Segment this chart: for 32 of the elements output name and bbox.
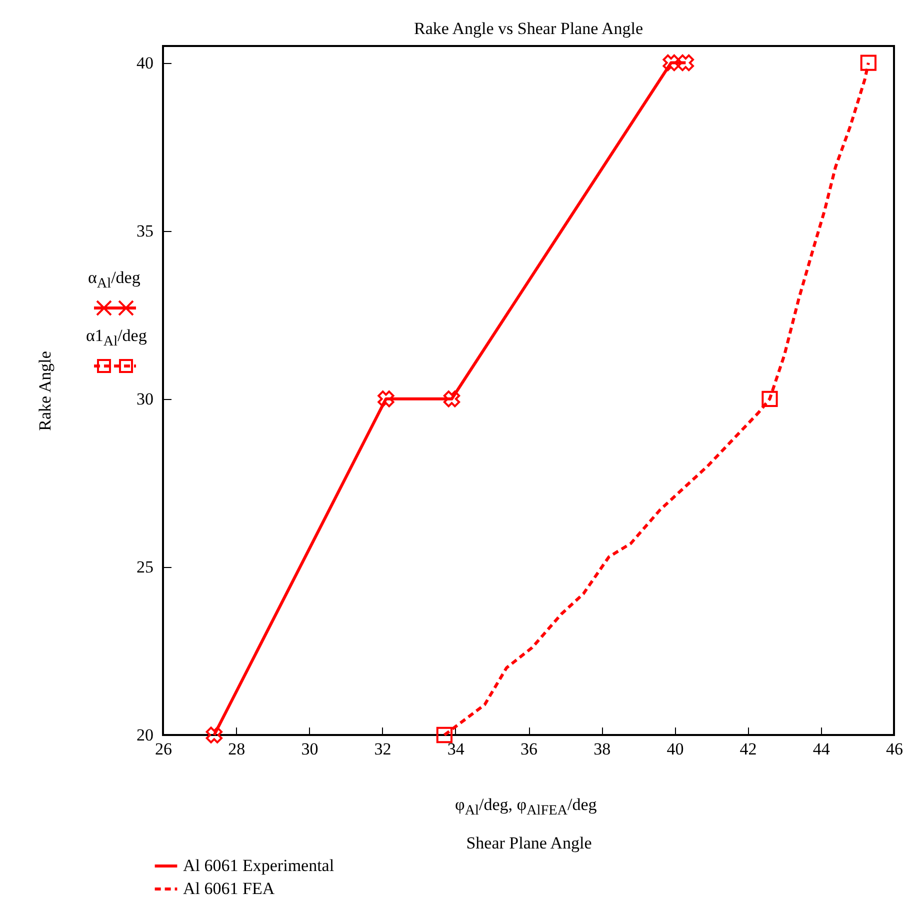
point (662, 54, 680, 72)
text: α1$_{Al}$/deg (86, 326, 147, 350)
y-tick-label: 30 (136, 389, 154, 408)
chart-title: Rake Angle vs Shear Plane Angle (414, 19, 643, 38)
point (378, 390, 394, 408)
y-tick-label: 40 (136, 53, 154, 72)
point (206, 726, 223, 744)
point (436, 726, 453, 744)
point (443, 390, 460, 408)
point (860, 54, 876, 71)
x-axis-title: Shear Plane Angle (466, 834, 592, 852)
x-tick-label: 28 (228, 740, 246, 758)
x-tick-label: 38 (594, 740, 611, 758)
y-tick-label: 35 (136, 221, 154, 240)
point (677, 54, 694, 72)
x-tick-label: 42 (740, 740, 757, 758)
text: α$_{Al}$/deg (88, 268, 140, 292)
y-axis-title: Rake Angle (36, 351, 54, 431)
text: φ$_{Al}$/deg, φ$_{AlFEA}$/deg (455, 795, 597, 820)
x-tick-label: 36 (520, 740, 538, 758)
point (762, 390, 778, 407)
x-tick-label: 40 (666, 740, 684, 758)
x-tick-label: 26 (155, 740, 172, 758)
x-tick-label: 30 (301, 740, 318, 758)
y-tick-label: 20 (136, 726, 154, 744)
legend-label: Al 6061 Experimental (183, 856, 334, 875)
x-tick-label: 44 (812, 740, 830, 758)
x-tick-label: 46 (886, 740, 903, 758)
x-tick-label: 32 (374, 740, 392, 758)
x-tick-label: 34 (447, 740, 465, 758)
y-tick-label: 25 (136, 557, 154, 576)
legend-label: Al 6061 FEA (183, 879, 276, 898)
